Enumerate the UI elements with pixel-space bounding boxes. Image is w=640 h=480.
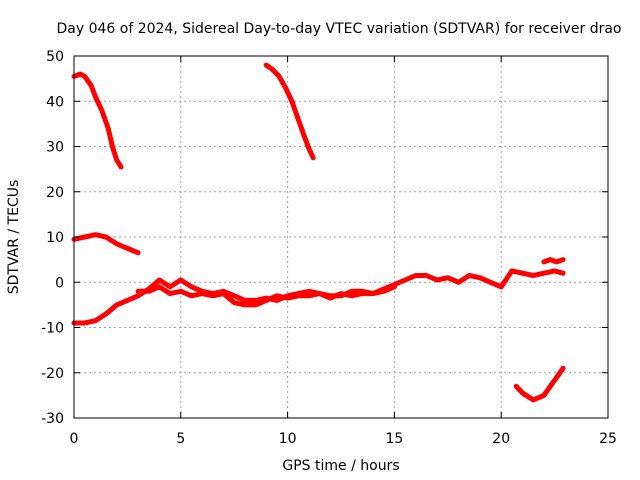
series-trace-1 bbox=[71, 71, 124, 170]
series-trace-2 bbox=[263, 62, 316, 161]
y-axis-label: SDTVAR / TECUs bbox=[6, 180, 22, 295]
series-trace-4 bbox=[71, 268, 566, 326]
y-tick-label: 20 bbox=[46, 185, 64, 201]
series-trace-7 bbox=[513, 365, 566, 403]
y-tick-label: 30 bbox=[46, 140, 64, 156]
series-layer bbox=[71, 62, 566, 403]
y-tick-label: -30 bbox=[41, 411, 64, 427]
x-axis-label: GPS time / hours bbox=[282, 458, 399, 474]
x-tick-label: 5 bbox=[176, 431, 185, 447]
x-tick-label: 0 bbox=[70, 431, 79, 447]
y-tick-label: 0 bbox=[55, 275, 64, 291]
x-tick-label: 20 bbox=[492, 431, 510, 447]
series-trace-5 bbox=[135, 284, 397, 308]
series-trace-3 bbox=[71, 232, 141, 256]
y-tick-label: 50 bbox=[46, 49, 64, 65]
x-tick-label: 15 bbox=[385, 431, 403, 447]
axis-ticks bbox=[73, 55, 609, 419]
y-tick-labels: -30 -20 -10 0 10 20 30 40 50 bbox=[41, 49, 64, 427]
grid-lines bbox=[74, 56, 608, 418]
x-tick-labels: 0 5 10 15 20 25 bbox=[70, 431, 617, 447]
x-tick-label: 25 bbox=[599, 431, 617, 447]
series-trace-6 bbox=[541, 257, 566, 265]
y-tick-label: 10 bbox=[46, 230, 64, 246]
y-tick-label: -20 bbox=[41, 366, 64, 382]
y-tick-label: 40 bbox=[46, 94, 64, 110]
x-tick-label: 10 bbox=[279, 431, 297, 447]
chart-title: Day 046 of 2024, Sidereal Day-to-day VTE… bbox=[56, 21, 621, 37]
y-tick-label: -10 bbox=[41, 321, 64, 337]
